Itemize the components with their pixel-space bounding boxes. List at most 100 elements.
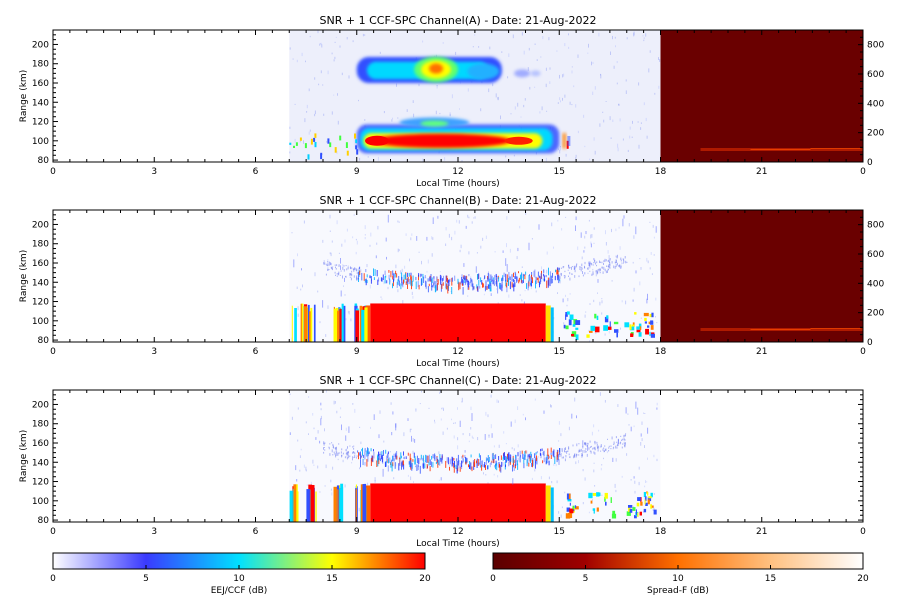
- eej-clump: [645, 328, 649, 335]
- arc-speck: [578, 443, 580, 445]
- arc-speck: [428, 283, 430, 287]
- haze-speck: [651, 273, 653, 275]
- haze-speck: [367, 482, 369, 486]
- haze-speck: [536, 59, 538, 61]
- eej-clump: [289, 490, 293, 522]
- haze-speck: [601, 464, 603, 466]
- eej-clump: [609, 321, 611, 327]
- eej-clump: [644, 317, 647, 321]
- haze-speck: [353, 213, 355, 216]
- y-tick-label: 80: [38, 336, 50, 346]
- arc-speck: [616, 257, 618, 259]
- haze-speck: [400, 270, 402, 275]
- arc-speck: [603, 262, 604, 265]
- arc-speck: [616, 447, 618, 449]
- haze-speck: [559, 146, 561, 151]
- arc-speck: [441, 275, 442, 281]
- arc-speck: [348, 455, 350, 459]
- arc-speck: [509, 454, 511, 462]
- arc-speck: [499, 464, 501, 472]
- haze-speck: [471, 221, 473, 224]
- arc-speck: [600, 450, 602, 452]
- haze-speck: [342, 264, 344, 268]
- haze-speck: [379, 51, 381, 54]
- arc-speck: [513, 279, 515, 287]
- haze-speck: [521, 299, 523, 302]
- eej-clump: [605, 501, 607, 506]
- arc-speck: [571, 413, 573, 419]
- x-tick-label: 12: [452, 347, 463, 357]
- arc-speck: [410, 275, 412, 280]
- arc-speck: [393, 279, 394, 283]
- haze-speck: [645, 480, 646, 483]
- haze-speck: [397, 117, 399, 119]
- haze-speck: [592, 268, 594, 271]
- arc-speck: [515, 273, 517, 279]
- arc-speck: [593, 261, 595, 264]
- haze-speck: [552, 277, 553, 280]
- colorbar-tick-label: 10: [672, 574, 684, 584]
- haze-speck: [599, 301, 601, 306]
- haze-speck: [313, 464, 315, 466]
- panel-title: SNR + 1 CCF-SPC Channel(C) - Date: 21-Au…: [319, 374, 596, 387]
- arc-speck: [391, 463, 393, 472]
- haze-speck: [575, 461, 577, 465]
- arc-speck: [495, 454, 497, 459]
- arc-speck: [429, 459, 431, 465]
- arc-speck: [505, 464, 506, 468]
- arc-speck: [411, 463, 413, 471]
- haze-speck: [524, 98, 526, 101]
- arc-speck: [606, 265, 608, 267]
- arc-speck: [323, 447, 324, 450]
- haze-speck: [297, 407, 299, 410]
- arc-speck: [605, 448, 607, 451]
- arc-speck: [359, 452, 361, 456]
- haze-speck: [424, 461, 426, 465]
- eej-patch: [307, 154, 310, 160]
- arc-speck: [379, 451, 381, 455]
- eej-patch: [346, 150, 349, 156]
- haze-speck: [562, 97, 563, 101]
- cloud-lobe: [467, 63, 500, 80]
- haze-speck: [588, 511, 590, 514]
- arc-speck: [408, 272, 410, 277]
- arc-speck: [362, 459, 364, 465]
- arc-speck: [478, 279, 480, 286]
- arc-speck: [497, 285, 499, 294]
- arc-speck: [488, 273, 490, 282]
- eej-clump: [644, 499, 646, 505]
- arc-speck: [446, 457, 448, 463]
- haze-speck: [599, 392, 601, 396]
- arc-speck: [454, 461, 455, 468]
- arc-speck: [330, 266, 332, 269]
- arc-speck: [578, 275, 580, 278]
- haze-speck: [332, 466, 334, 470]
- arc-speck: [568, 447, 570, 449]
- eej-clump: [640, 501, 643, 506]
- eej-clump: [594, 313, 597, 319]
- arc-speck: [610, 448, 612, 450]
- arc-speck: [609, 261, 611, 264]
- haze-speck: [612, 119, 614, 122]
- haze-speck: [309, 35, 311, 38]
- haze-speck: [459, 108, 460, 110]
- haze-speck: [412, 295, 414, 299]
- arc-speck: [434, 281, 436, 289]
- arc-speck: [485, 282, 487, 290]
- eej-clump: [565, 314, 567, 320]
- haze-speck: [411, 291, 413, 295]
- haze-speck: [658, 57, 659, 60]
- arc-speck: [462, 458, 464, 463]
- arc-speck: [366, 459, 368, 467]
- arc-speck: [501, 277, 503, 284]
- arc-speck: [610, 445, 612, 447]
- arc-speck: [364, 448, 366, 452]
- haze-speck: [492, 83, 494, 87]
- arc-speck: [361, 455, 363, 458]
- haze-speck: [568, 46, 570, 49]
- arc-speck: [386, 256, 387, 260]
- haze-speck: [314, 272, 316, 277]
- haze-speck: [289, 151, 291, 154]
- arc-speck: [554, 275, 556, 281]
- arc-speck: [487, 272, 489, 280]
